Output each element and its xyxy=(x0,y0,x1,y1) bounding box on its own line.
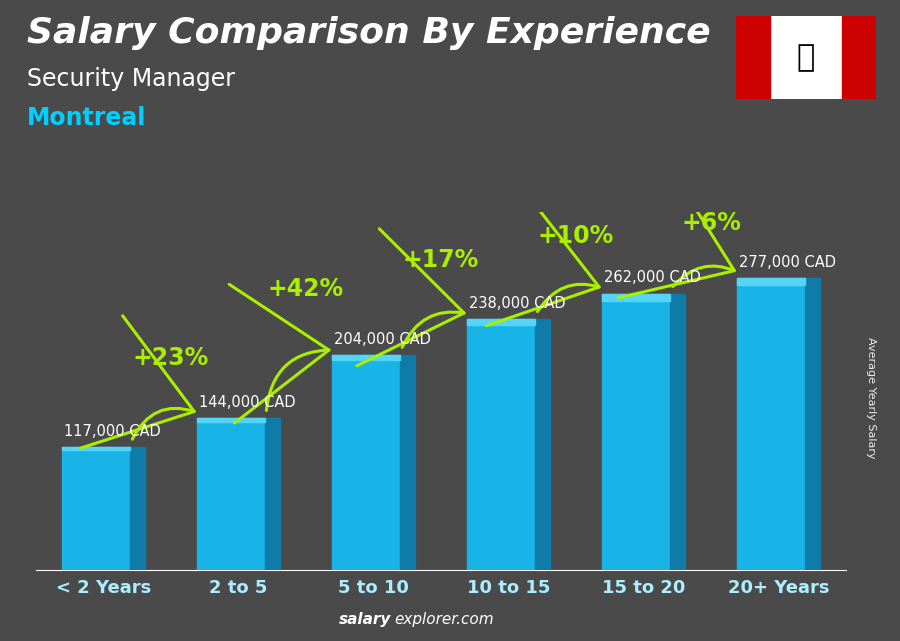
Text: 277,000 CAD: 277,000 CAD xyxy=(740,254,836,270)
Bar xyxy=(842,16,876,99)
Text: +17%: +17% xyxy=(403,247,479,272)
Text: 117,000 CAD: 117,000 CAD xyxy=(65,424,161,438)
Bar xyxy=(670,294,685,570)
Text: 262,000 CAD: 262,000 CAD xyxy=(605,271,701,285)
Text: 144,000 CAD: 144,000 CAD xyxy=(200,395,296,410)
Text: Montreal: Montreal xyxy=(27,106,147,129)
Text: 238,000 CAD: 238,000 CAD xyxy=(470,296,566,311)
Bar xyxy=(466,319,536,570)
Bar xyxy=(331,355,400,360)
FancyArrowPatch shape xyxy=(80,316,194,448)
Text: 204,000 CAD: 204,000 CAD xyxy=(335,331,431,347)
FancyArrowPatch shape xyxy=(618,169,734,298)
Text: +10%: +10% xyxy=(538,224,614,249)
Bar xyxy=(736,16,770,99)
Text: +23%: +23% xyxy=(133,346,209,370)
Text: Security Manager: Security Manager xyxy=(27,67,235,91)
Bar xyxy=(466,319,536,326)
Text: +6%: +6% xyxy=(681,211,741,235)
Text: +42%: +42% xyxy=(268,278,344,301)
FancyArrowPatch shape xyxy=(486,193,599,326)
Bar xyxy=(536,319,551,570)
Text: Average Yearly Salary: Average Yearly Salary xyxy=(866,337,877,458)
Text: explorer.com: explorer.com xyxy=(394,612,494,627)
Bar xyxy=(196,419,266,570)
Text: salary: salary xyxy=(339,612,392,627)
Bar xyxy=(806,278,821,570)
Bar xyxy=(130,447,146,570)
Bar xyxy=(61,447,130,450)
Text: Salary Comparison By Experience: Salary Comparison By Experience xyxy=(27,16,711,50)
Bar xyxy=(196,419,266,422)
Bar xyxy=(737,278,806,570)
Bar xyxy=(61,447,130,570)
FancyArrowPatch shape xyxy=(230,285,328,423)
Bar xyxy=(331,355,400,570)
Bar xyxy=(266,419,280,570)
FancyArrowPatch shape xyxy=(357,229,464,366)
Bar xyxy=(601,294,670,301)
Bar xyxy=(737,278,806,285)
Bar xyxy=(400,355,416,570)
Text: 🍁: 🍁 xyxy=(796,43,815,72)
Bar xyxy=(601,294,670,570)
